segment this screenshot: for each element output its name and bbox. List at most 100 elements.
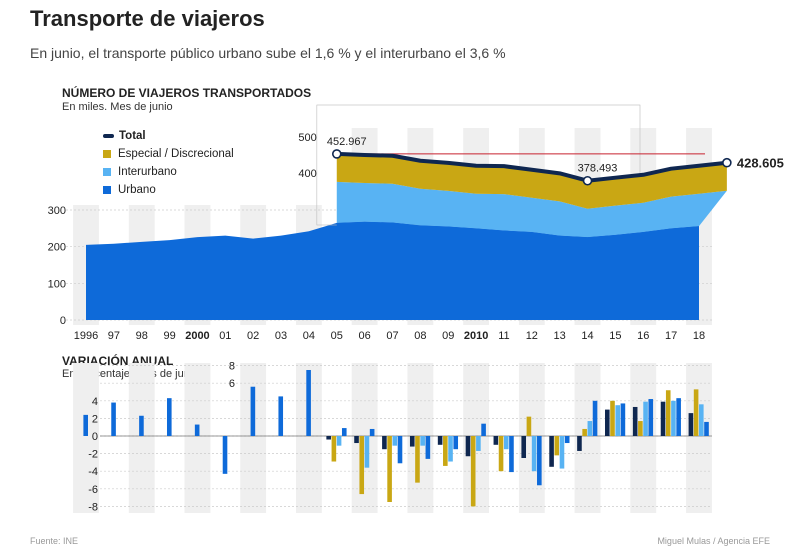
top-xtick-09: 09 bbox=[442, 330, 454, 342]
bar-interurbano-11 bbox=[503, 436, 509, 450]
bottom-ytick-0: 0 bbox=[92, 431, 98, 443]
legend-total-swatch bbox=[103, 134, 114, 138]
top-xtick-16: 16 bbox=[637, 330, 649, 342]
bar-urbano-2000 bbox=[194, 424, 200, 436]
bar-interurbano-13 bbox=[559, 436, 565, 469]
bottom-ytick-4: 4 bbox=[92, 396, 98, 408]
bar-total-13 bbox=[549, 436, 554, 467]
bar-especial-07 bbox=[387, 436, 392, 502]
bar-interurbano-14 bbox=[587, 421, 593, 436]
top-xtick-13: 13 bbox=[554, 330, 566, 342]
bar-total-05 bbox=[326, 436, 331, 440]
bar-urbano-07 bbox=[397, 436, 403, 464]
credit-note: Miguel Mulas / Agencia EFE bbox=[657, 536, 770, 546]
bar-interurbano-15 bbox=[615, 405, 621, 436]
total-label-min: 378.493 bbox=[578, 163, 618, 175]
legend-especial-swatch bbox=[103, 150, 111, 158]
bar-urbano-04 bbox=[306, 370, 311, 436]
bar-interurbano-09 bbox=[448, 436, 453, 462]
bar-especial-16 bbox=[638, 421, 643, 436]
bar-total-18 bbox=[688, 413, 694, 436]
bar-especial-12 bbox=[526, 416, 532, 436]
especial-area bbox=[336, 153, 727, 209]
total-label-first: 452.967 bbox=[327, 136, 367, 148]
top-xtick-15: 15 bbox=[609, 330, 621, 342]
top-xtick-03: 03 bbox=[275, 330, 287, 342]
bar-especial-2010 bbox=[470, 436, 476, 507]
bar-total-06 bbox=[354, 436, 359, 444]
chart-title: Transporte de viajeros bbox=[30, 6, 265, 31]
bar-interurbano-06 bbox=[364, 436, 370, 468]
top-xtick-17: 17 bbox=[665, 330, 677, 342]
total-marker-last bbox=[722, 157, 732, 168]
legend-urbano-label: Urbano bbox=[118, 184, 156, 196]
bar-especial-08 bbox=[415, 436, 420, 483]
bar-total-12 bbox=[521, 436, 527, 458]
top-xtick-08: 08 bbox=[414, 330, 426, 342]
bar-urbano-13 bbox=[564, 436, 570, 444]
bar-especial-15 bbox=[610, 400, 615, 436]
total-marker-min bbox=[582, 175, 593, 186]
bar-total-15 bbox=[605, 409, 610, 436]
bar-urbano-14 bbox=[592, 400, 598, 436]
legend-interurbano: Interurbano bbox=[103, 163, 234, 181]
bar-especial-09 bbox=[443, 436, 448, 466]
bar-total-11 bbox=[493, 436, 499, 445]
bar-especial-17 bbox=[665, 390, 671, 436]
interurbano-area bbox=[336, 181, 727, 238]
bar-total-09 bbox=[437, 436, 443, 445]
bar-urbano-11 bbox=[509, 436, 514, 473]
total-line bbox=[336, 151, 728, 183]
bar-especial-13 bbox=[554, 436, 560, 456]
top-section-title: NÚMERO DE VIAJEROS TRANSPORTADOS bbox=[62, 86, 312, 100]
bar-total-2010 bbox=[465, 436, 471, 457]
top-section-subtitle: En miles. Mes de junio bbox=[62, 101, 173, 113]
bar-urbano-05 bbox=[341, 428, 347, 436]
bottom-ytick-2: 2 bbox=[92, 413, 98, 425]
top-ytick-0: 0 bbox=[60, 315, 66, 327]
top-xtick-1996: 1996 bbox=[74, 330, 98, 342]
legend-especial: Especial / Discrecional bbox=[103, 145, 234, 163]
bar-especial-11 bbox=[498, 436, 504, 472]
top-ytick-300: 300 bbox=[48, 205, 66, 217]
top-xtick-14: 14 bbox=[581, 330, 593, 342]
bar-urbano-09 bbox=[453, 436, 459, 450]
bar-urbano-2010 bbox=[481, 423, 486, 436]
bottom-ytick-8: 8 bbox=[229, 361, 235, 373]
bar-total-16 bbox=[632, 406, 638, 436]
bar-urbano-02 bbox=[250, 386, 256, 436]
bottom-ytick--2: -2 bbox=[88, 449, 98, 461]
top-xtick-97: 97 bbox=[108, 330, 120, 342]
bar-urbano-15 bbox=[620, 403, 626, 436]
top-xtick-04: 04 bbox=[303, 330, 315, 342]
chart-subtitle: En junio, el transporte público urbano s… bbox=[30, 45, 506, 61]
bar-interurbano-2010 bbox=[476, 436, 481, 451]
bottom-band-16 bbox=[630, 363, 657, 513]
legend-urbano-swatch bbox=[103, 186, 111, 194]
bar-urbano-18 bbox=[704, 421, 709, 436]
bar-total-17 bbox=[660, 401, 666, 436]
bar-urbano-99 bbox=[166, 398, 172, 436]
zoom-ytick-500: 500 bbox=[298, 132, 316, 144]
top-ytick-100: 100 bbox=[48, 278, 66, 290]
bottom-band-02 bbox=[240, 363, 267, 513]
legend-total: Total bbox=[103, 127, 234, 145]
bottom-ytick--6: -6 bbox=[88, 484, 98, 496]
bar-urbano-03 bbox=[278, 396, 284, 436]
top-xtick-18: 18 bbox=[693, 330, 705, 342]
bottom-band-1996 bbox=[73, 363, 99, 513]
top-xtick-2010: 2010 bbox=[464, 330, 488, 342]
top-xtick-05: 05 bbox=[331, 330, 343, 342]
bar-interurbano-16 bbox=[643, 401, 648, 436]
bar-interurbano-12 bbox=[531, 436, 537, 472]
bar-urbano-17 bbox=[676, 398, 681, 436]
urbano-area-zoom bbox=[336, 221, 699, 320]
bar-interurbano-05 bbox=[336, 436, 342, 446]
bottom-ytick--4: -4 bbox=[88, 466, 98, 478]
bar-urbano-12 bbox=[537, 436, 542, 486]
bar-urbano-01 bbox=[222, 436, 228, 474]
top-xtick-99: 99 bbox=[163, 330, 175, 342]
legend-interurbano-swatch bbox=[103, 168, 111, 176]
bar-urbano-1996 bbox=[83, 414, 88, 436]
